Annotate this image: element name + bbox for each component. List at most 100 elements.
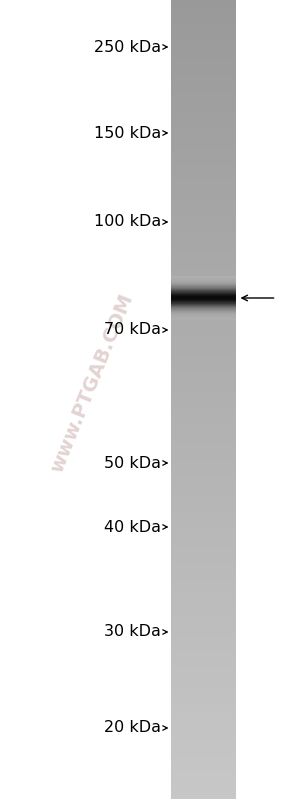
Bar [171, 100, 236, 104]
Bar [171, 439, 236, 443]
Bar [171, 32, 236, 36]
Bar [171, 655, 236, 659]
Bar [171, 116, 236, 120]
Bar [171, 487, 236, 491]
Bar [171, 296, 236, 300]
Bar [171, 160, 236, 164]
Bar [171, 268, 236, 272]
Bar [171, 659, 236, 663]
Bar [171, 328, 236, 332]
Bar [171, 731, 236, 735]
Bar [171, 44, 236, 48]
Bar [171, 396, 236, 400]
Bar [171, 619, 236, 623]
Bar [171, 272, 236, 276]
Bar [171, 240, 236, 244]
Bar [171, 567, 236, 571]
Bar [171, 691, 236, 695]
Bar [171, 431, 236, 435]
Bar [171, 779, 236, 783]
Bar [171, 531, 236, 535]
Bar [171, 316, 236, 320]
Bar [171, 475, 236, 479]
Bar [171, 651, 236, 655]
Bar [171, 204, 236, 208]
Bar [171, 76, 236, 80]
Bar [171, 515, 236, 519]
Bar [171, 715, 236, 719]
Bar [171, 88, 236, 92]
Bar [171, 495, 236, 499]
Text: www.PTGAB.COM: www.PTGAB.COM [48, 292, 137, 475]
Bar [171, 248, 236, 252]
Bar [171, 140, 236, 144]
Bar [171, 84, 236, 88]
Bar [171, 575, 236, 579]
Bar [171, 232, 236, 236]
Bar [171, 216, 236, 220]
Bar [171, 563, 236, 567]
Bar [171, 400, 236, 403]
Bar [171, 292, 236, 296]
Bar [171, 92, 236, 96]
Bar [171, 795, 236, 799]
Bar [171, 667, 236, 671]
Bar [171, 759, 236, 763]
Bar [171, 787, 236, 791]
Bar [171, 288, 236, 292]
Bar [171, 52, 236, 56]
Bar [171, 747, 236, 751]
Bar [171, 623, 236, 627]
Bar [171, 743, 236, 747]
Bar [171, 635, 236, 639]
Bar [171, 767, 236, 771]
Bar [171, 503, 236, 507]
Bar [171, 703, 236, 707]
Bar [171, 527, 236, 531]
Bar [171, 172, 236, 176]
Bar [171, 0, 236, 4]
Bar [171, 551, 236, 555]
Bar [171, 124, 236, 128]
Bar [171, 36, 236, 40]
Bar [171, 447, 236, 451]
Bar [171, 96, 236, 100]
Bar [171, 671, 236, 675]
Bar [171, 639, 236, 643]
Bar [171, 236, 236, 240]
Bar [171, 148, 236, 152]
Bar [171, 615, 236, 619]
Bar [171, 180, 236, 184]
Bar [171, 336, 236, 340]
Text: 100 kDa: 100 kDa [94, 214, 161, 229]
Bar [171, 228, 236, 232]
Bar [171, 523, 236, 527]
Bar [171, 499, 236, 503]
Bar [171, 324, 236, 328]
Bar [171, 571, 236, 575]
Bar [171, 723, 236, 727]
Bar [171, 80, 236, 84]
Bar [171, 755, 236, 759]
Bar [171, 20, 236, 24]
Bar [171, 591, 236, 595]
Bar [171, 320, 236, 324]
Bar [171, 451, 236, 455]
Bar [171, 136, 236, 140]
Bar [171, 443, 236, 447]
Bar [171, 751, 236, 755]
Bar [171, 120, 236, 124]
Bar [171, 583, 236, 587]
Bar [171, 627, 236, 631]
Bar [171, 312, 236, 316]
Bar [171, 675, 236, 679]
Bar [171, 695, 236, 699]
Bar [171, 775, 236, 779]
Bar [171, 411, 236, 415]
Bar [171, 372, 236, 376]
Bar [171, 543, 236, 547]
Bar [171, 683, 236, 687]
Bar [171, 679, 236, 683]
Bar [171, 368, 236, 372]
Bar [171, 176, 236, 180]
